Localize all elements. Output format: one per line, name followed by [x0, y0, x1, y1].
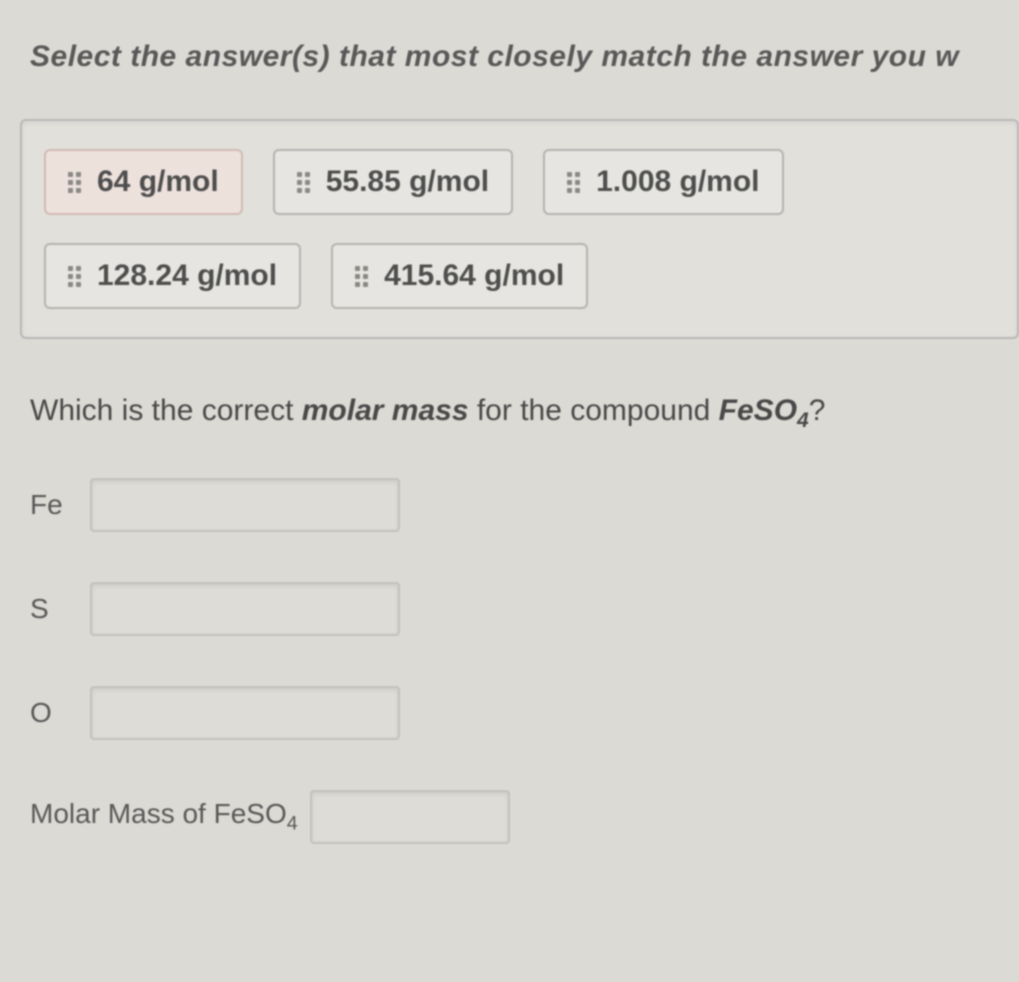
instruction-text: Select the answer(s) that most closely m… — [30, 40, 1019, 74]
option-41564gmol[interactable]: 415.64 g/mol — [331, 243, 588, 309]
option-label: 55.85 g/mol — [326, 165, 489, 199]
field-molar-mass: Molar Mass of FeSO4 — [30, 790, 1019, 844]
option-5585gmol[interactable]: 55.85 g/mol — [273, 149, 513, 215]
label-fe: Fe — [30, 489, 90, 521]
question-text: Which is the correct molar mass for the … — [30, 394, 1019, 433]
field-o: O — [30, 686, 1019, 740]
drag-handle-icon — [68, 266, 81, 287]
option-12824gmol[interactable]: 128.24 g/mol — [44, 243, 301, 309]
option-row: 128.24 g/mol 415.64 g/mol — [44, 243, 995, 309]
option-1008gmol[interactable]: 1.008 g/mol — [543, 149, 783, 215]
label-molar-mass: Molar Mass of FeSO4 — [30, 798, 310, 836]
option-64gmol[interactable]: 64 g/mol — [44, 149, 243, 215]
label-o: O — [30, 697, 90, 729]
field-fe: Fe — [30, 478, 1019, 532]
option-label: 128.24 g/mol — [97, 259, 277, 293]
label-s: S — [30, 593, 90, 625]
drop-target-fe[interactable] — [90, 478, 400, 532]
option-label: 415.64 g/mol — [384, 259, 564, 293]
drag-handle-icon — [567, 172, 580, 193]
drag-handle-icon — [68, 172, 81, 193]
field-s: S — [30, 582, 1019, 636]
option-row: 64 g/mol 55.85 g/mol 1.008 g/mol — [44, 149, 995, 215]
drag-handle-icon — [355, 266, 368, 287]
drop-target-s[interactable] — [90, 582, 400, 636]
option-label: 64 g/mol — [97, 165, 219, 199]
drop-target-molar-mass[interactable] — [310, 790, 510, 844]
drag-handle-icon — [297, 172, 310, 193]
answer-options-container: 64 g/mol 55.85 g/mol 1.008 g/mol 128.24 … — [20, 119, 1019, 339]
drop-target-o[interactable] — [90, 686, 400, 740]
option-label: 1.008 g/mol — [596, 165, 759, 199]
